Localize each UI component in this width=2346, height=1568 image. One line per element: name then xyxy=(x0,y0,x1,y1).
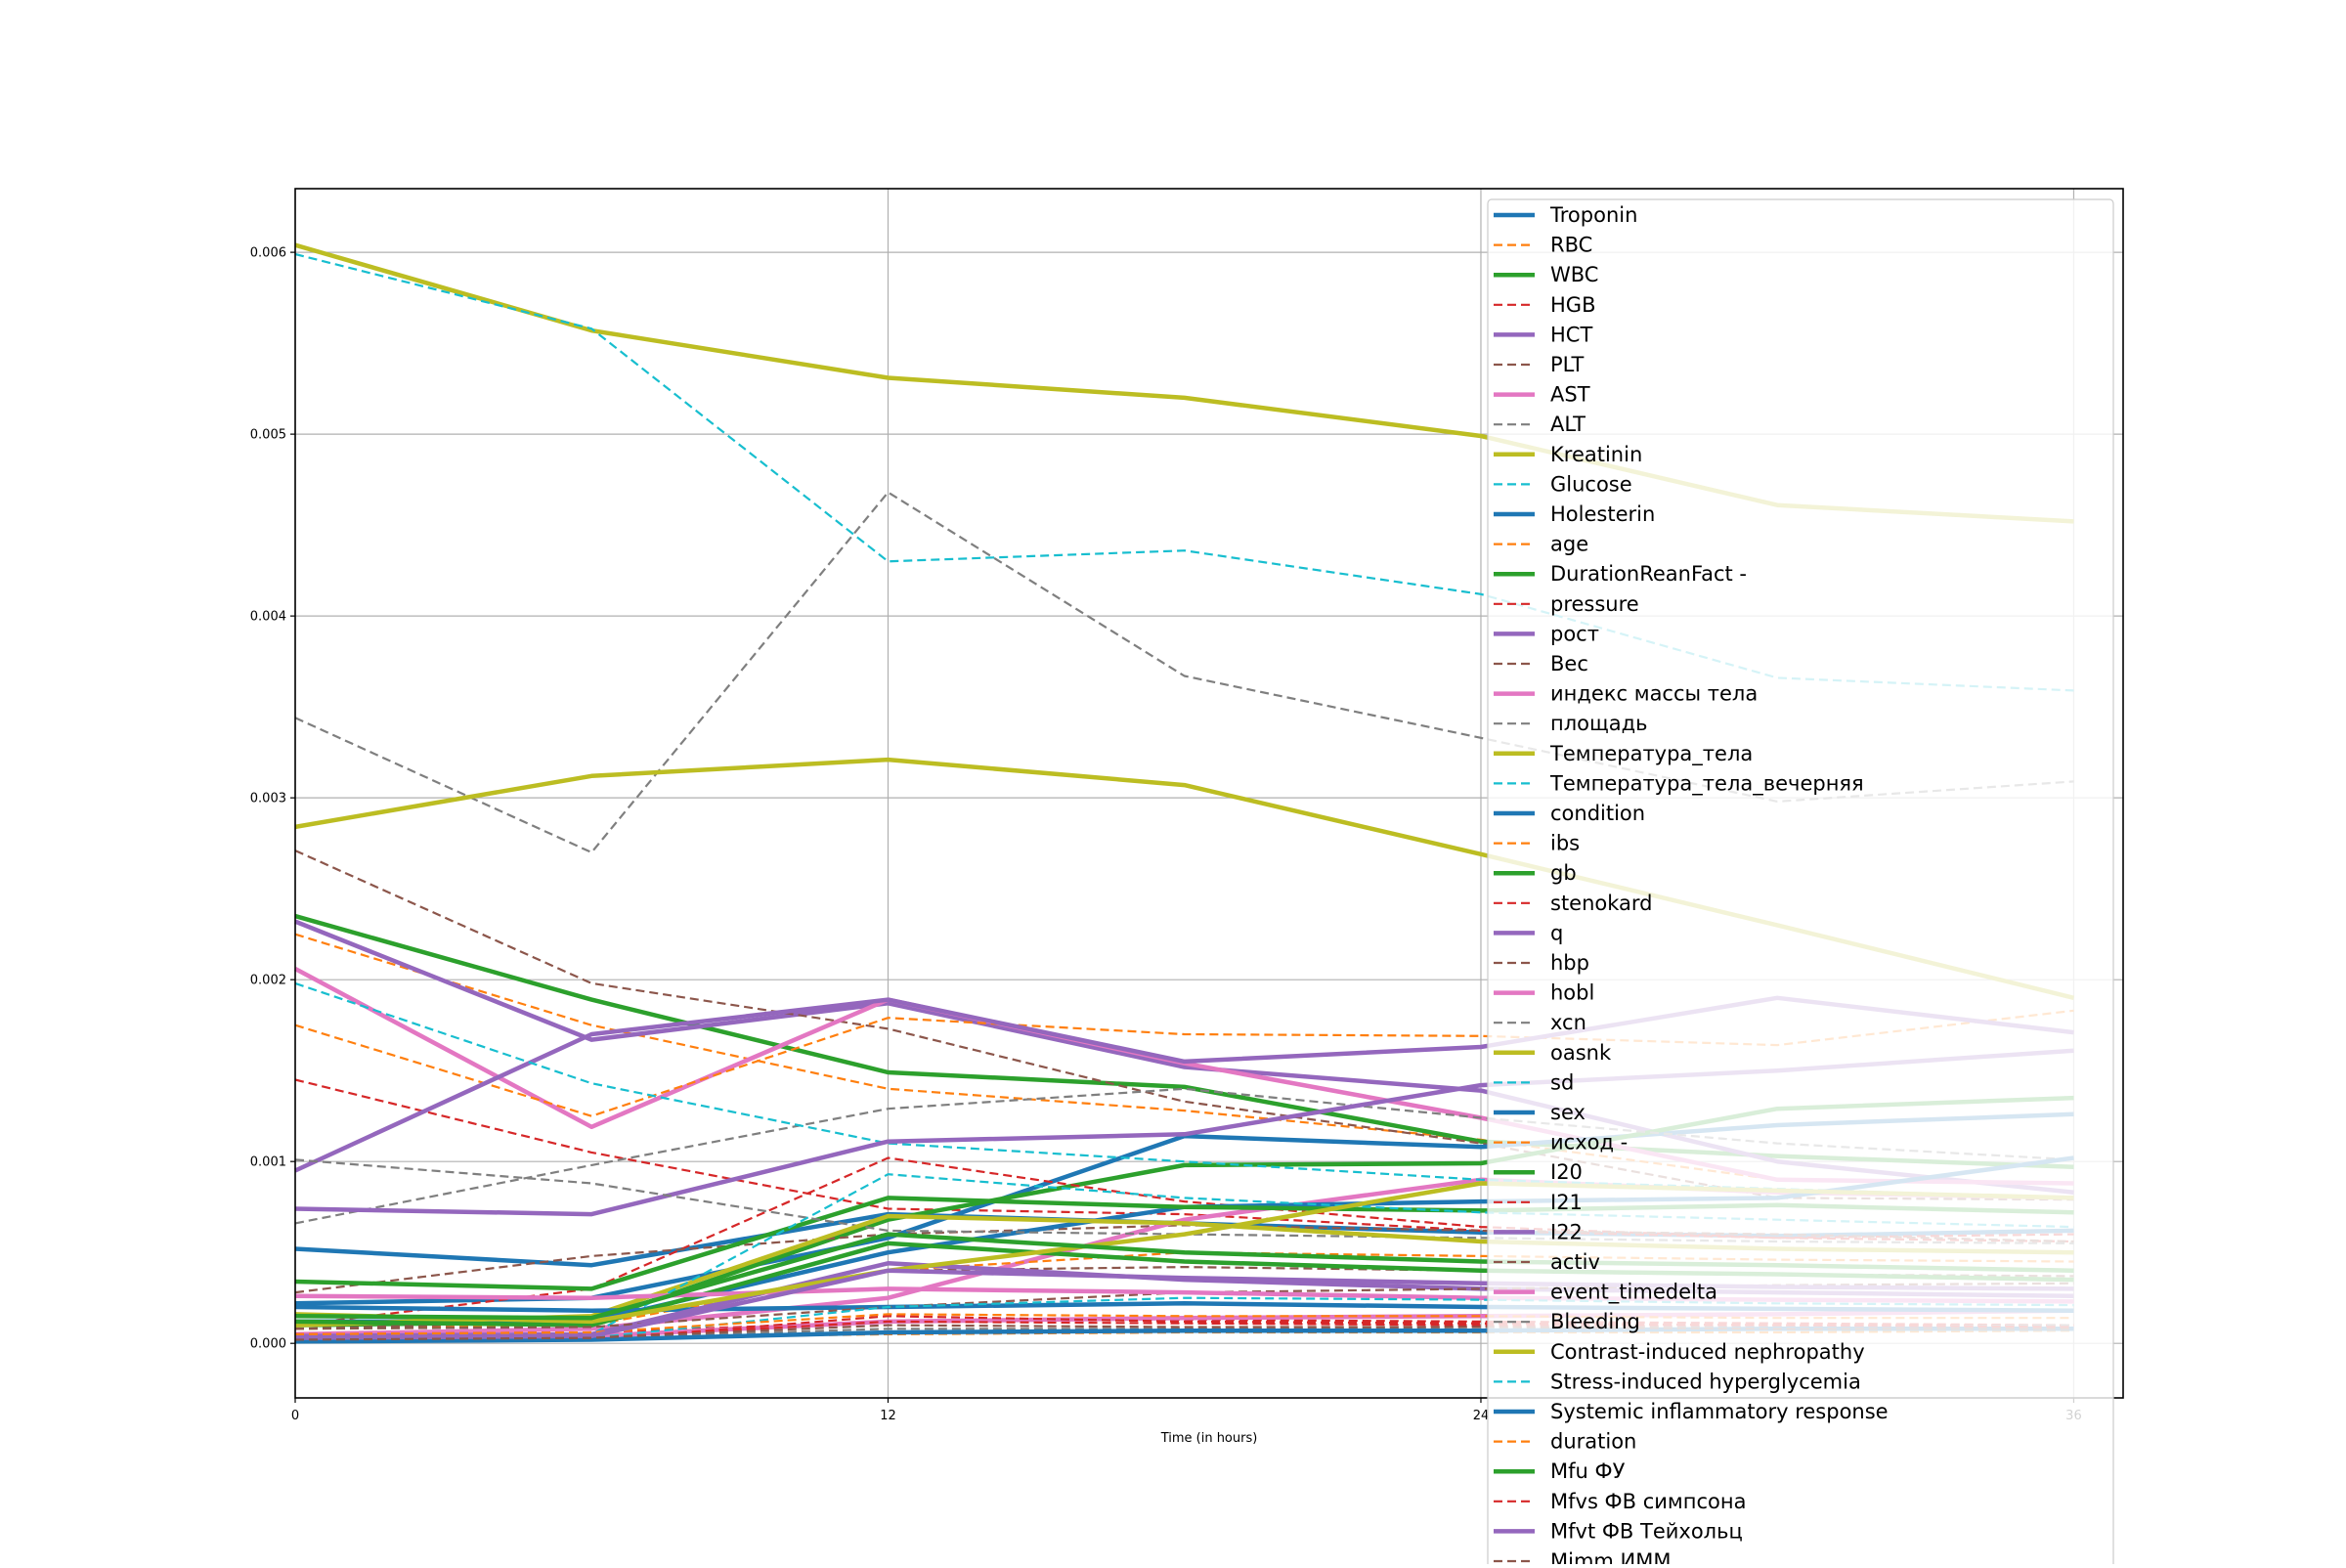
legend-label-31: исход - xyxy=(1550,1131,1628,1154)
x-tick-label-1: 12 xyxy=(880,1409,896,1423)
legend-label-29: sd xyxy=(1550,1070,1574,1094)
legend-label-24: q xyxy=(1550,921,1563,944)
legend-label-4: HCT xyxy=(1550,323,1592,346)
legend-label-3: HGB xyxy=(1550,293,1595,317)
legend-label-15: Вес xyxy=(1550,652,1588,675)
x-tick-label-2: 24 xyxy=(1473,1409,1490,1423)
legend-label-44: Mfvt ФВ Тейхольц xyxy=(1550,1519,1743,1543)
legend-label-20: condition xyxy=(1550,802,1645,825)
legend-label-36: event_timedelta xyxy=(1550,1281,1717,1305)
legend-label-9: Glucose xyxy=(1550,472,1632,496)
series-line-9 xyxy=(294,252,2074,692)
y-tick-label-5: 0.005 xyxy=(250,428,286,443)
legend-label-10: Holesterin xyxy=(1550,502,1655,526)
legend-label-45: Mimm ИММ xyxy=(1550,1549,1672,1564)
axis-ticks: 0.000 0.001 0.002 0.003 0.004 0.005 0.006 0 12 24… xyxy=(250,246,2082,1423)
y-tick-label-2: 0.002 xyxy=(250,974,286,988)
legend-label-0: Troponin xyxy=(1549,203,1637,227)
legend-label-32: I20 xyxy=(1550,1160,1583,1184)
x-axis-label: Time (in hours) xyxy=(1160,1431,1258,1446)
legend-label-6: AST xyxy=(1550,383,1590,407)
legend-label-2: WBC xyxy=(1550,263,1598,286)
legend-label-35: activ xyxy=(1550,1250,1600,1274)
legend-label-28: oasnk xyxy=(1550,1041,1612,1065)
legend-label-14: рост xyxy=(1550,622,1599,645)
legend-box xyxy=(1487,198,2114,1568)
legend-label-42: Mfu ФУ xyxy=(1550,1459,1626,1483)
legend-label-11: age xyxy=(1550,533,1588,556)
series-line-13 xyxy=(294,1156,2074,1327)
axes-frame xyxy=(294,188,2124,1399)
x-tick-label-0: 0 xyxy=(291,1409,299,1423)
y-tick-label-0: 0.000 xyxy=(250,1337,286,1352)
legend-label-8: Kreatinin xyxy=(1550,443,1642,466)
legend-label-43: Mfvs ФВ симпсона xyxy=(1550,1490,1746,1513)
legend-label-40: Systemic inflammatory response xyxy=(1550,1400,1889,1423)
legend-label-33: I21 xyxy=(1550,1191,1583,1214)
y-tick-label-3: 0.003 xyxy=(250,792,286,806)
legend-label-25: hbp xyxy=(1550,951,1589,975)
legend-label-22: gb xyxy=(1550,861,1577,885)
legend-label-7: ALT xyxy=(1550,413,1586,436)
y-tick-label-1: 0.001 xyxy=(250,1155,286,1170)
legend-label-34: I22 xyxy=(1550,1220,1583,1243)
y-tick-label-4: 0.004 xyxy=(250,610,286,625)
legend-label-16: индекс массы тела xyxy=(1550,682,1758,706)
legend-label-37: Bleeding xyxy=(1550,1310,1640,1333)
legend-label-1: RBC xyxy=(1550,234,1592,257)
legend-label-13: pressure xyxy=(1550,592,1639,616)
legend-label-18: Температура_тела xyxy=(1549,742,1753,766)
legend-label-21: ibs xyxy=(1550,832,1580,855)
legend-label-41: duration xyxy=(1550,1430,1636,1454)
legend-label-12: DurationReanFact - xyxy=(1550,562,1747,586)
legend-label-23: stenokard xyxy=(1550,892,1653,915)
legend-label-5: PLT xyxy=(1550,353,1584,376)
legend: Troponin RBC WBC HGB HCT PLT AST ALT Kreatinin Gl… xyxy=(1487,198,2114,1568)
legend-label-38: Contrast-induced nephropathy xyxy=(1550,1340,1865,1364)
y-tick-label-6: 0.006 xyxy=(250,246,286,261)
legend-label-27: xcn xyxy=(1550,1011,1586,1034)
legend-label-26: hobl xyxy=(1550,981,1594,1005)
legend-label-30: sex xyxy=(1550,1101,1586,1124)
legend-label-19: Температура_тела_вечерняя xyxy=(1549,771,1864,796)
legend-label-17: площадь xyxy=(1550,712,1648,735)
legend-label-39: Stress-induced hyperglycemia xyxy=(1550,1370,1861,1393)
